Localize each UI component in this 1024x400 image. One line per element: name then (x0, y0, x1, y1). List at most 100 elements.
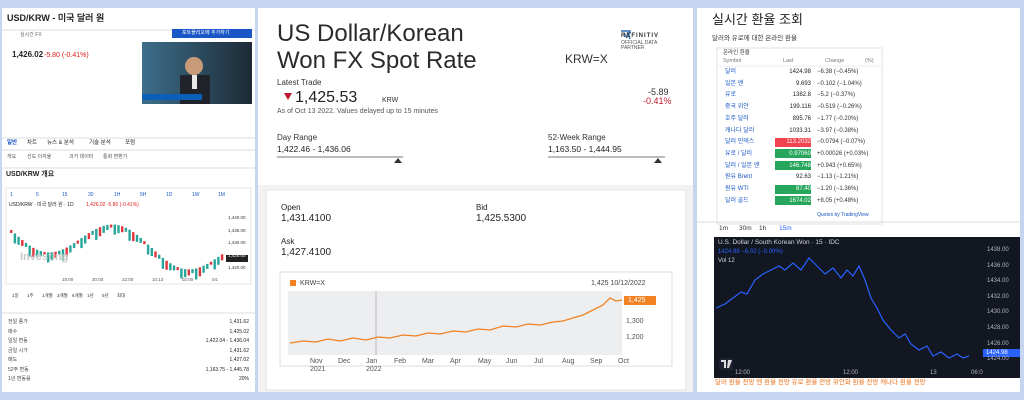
range-button[interactable]: 3개월 (57, 293, 68, 298)
ask: 1,427.4100 (281, 247, 332, 258)
label: Open (281, 203, 301, 212)
axis-label: 22:00 (122, 277, 134, 282)
range-button[interactable]: 1개월 (42, 293, 53, 298)
axis-label: 1,300 (626, 318, 644, 325)
chart-last: 1,425 10/12/2022 (591, 280, 646, 287)
column-header: Last (783, 58, 794, 64)
last-price: 1674.02 (775, 196, 811, 206)
add-button[interactable]: 포트폴리오에 추가하기 (182, 30, 230, 36)
change: −5.2 (−0.37%) (817, 92, 856, 99)
candle-decor (32, 247, 35, 257)
symbol[interactable]: 달러 인덱스 (725, 139, 755, 146)
symbol[interactable]: 달러 골드 (725, 197, 749, 204)
subtab[interactable]: 과거 데이터 (69, 154, 94, 160)
candle-decor (61, 249, 65, 261)
symbol[interactable]: 유로 (725, 92, 737, 99)
timeframe[interactable]: 1W (192, 192, 200, 198)
symbol[interactable]: 달러 / 일본 엔 (725, 162, 760, 169)
timeframe[interactable]: 1D (166, 192, 173, 198)
axis-label: Sep (590, 358, 603, 365)
symbol[interactable]: 유로 / 달러 (725, 150, 753, 157)
candle-decor (35, 249, 39, 257)
tab[interactable]: 차트 (27, 140, 38, 146)
symbol[interactable]: 일본 엔 (725, 80, 744, 87)
subtitle: 달러와 유로에 대한 온라인 환율 (712, 35, 797, 42)
range-button[interactable]: 최대 (117, 293, 126, 298)
axis-label: Oct (618, 358, 629, 365)
axis-label: 2022 (366, 366, 382, 373)
symbol[interactable]: 원유 WTI (725, 186, 749, 192)
timeframe[interactable]: 5 (36, 192, 39, 198)
candle-decor (98, 227, 102, 237)
symbol[interactable]: 원유 Brent (725, 174, 753, 181)
price-change: -5.80 (-0.41%) (44, 52, 89, 59)
range-button[interactable]: 1주 (27, 293, 34, 298)
subtab[interactable]: 통화 변환기 (103, 154, 128, 160)
axis-label: 12:00 (735, 370, 751, 376)
candle-decor (39, 251, 42, 257)
candle-decor (102, 225, 105, 233)
range-button[interactable]: 6개월 (72, 293, 83, 298)
symbol[interactable]: 호주 달러 (725, 115, 749, 122)
candle-decor (217, 256, 220, 265)
last-price: 113.2032 (775, 137, 811, 147)
timeframe[interactable]: 15 (62, 192, 68, 198)
timeframe[interactable]: 30 (88, 192, 94, 198)
candle-decor (47, 252, 50, 263)
column-header: Change (825, 58, 845, 64)
interval[interactable]: 30m (739, 225, 752, 232)
candle-decor (158, 254, 161, 259)
timeframe[interactable]: 5H (140, 192, 147, 198)
logo-sub: OFFICIAL DATA PARTNER (621, 40, 658, 51)
interval[interactable]: 15m (779, 225, 792, 232)
column-header: (%) (865, 58, 874, 64)
subtab[interactable]: 개요 (7, 154, 17, 160)
symbol[interactable]: 중국 위안 (725, 104, 749, 111)
tab[interactable]: 뉴스 & 분석 (47, 140, 74, 146)
interval[interactable]: 1m (719, 225, 729, 232)
candle-decor (91, 230, 94, 235)
axis-label: 1,420.00 (228, 265, 246, 270)
axis-label: Jan (366, 358, 378, 365)
tab[interactable]: 일반 (7, 140, 18, 146)
stat-label: 52주 변동 (8, 366, 29, 373)
axis-label: 1436.00 (987, 262, 1009, 269)
range-button[interactable]: 1일 (12, 293, 19, 298)
axis-label: 13 (930, 370, 937, 376)
range-button[interactable]: 5년 (102, 293, 109, 298)
section-title: USD/KRW 개요 (6, 171, 55, 178)
symbol[interactable]: 캐나다 달러 (725, 127, 755, 134)
candle-decor (146, 244, 150, 255)
subtab[interactable]: 선도 이자율 (27, 154, 52, 160)
last-price: 895.76 (792, 115, 811, 122)
axis-label: 1,425.00 (228, 252, 246, 258)
related-links[interactable]: 달러 환율 전망 엔 환율 전망 유로 환율 전망 위안화 환율 전망 캐나다 … (715, 379, 926, 386)
last-price: 92.63 (795, 174, 811, 181)
tab[interactable]: 기술 분석 (89, 140, 111, 146)
symbol[interactable]: 달러 (725, 69, 737, 75)
candle-decor (72, 243, 76, 249)
range-button[interactable]: 1년 (87, 293, 94, 298)
tab[interactable]: 포럼 (125, 140, 136, 146)
timeframe[interactable]: 1M (218, 192, 225, 198)
candle-decor (187, 269, 190, 276)
column-header: Symbol (723, 58, 742, 64)
timeframe[interactable]: 1H (114, 192, 121, 198)
axis-label: Apr (450, 358, 461, 365)
candle-decor (180, 268, 183, 279)
interval[interactable]: 1h (759, 225, 767, 232)
investing-panel: USD/KRW - 미국 달러 원 실시간 FX 포트폴리오에 추가하기 1,426.… (2, 8, 255, 392)
axis-label: 1424.00 (987, 356, 1009, 363)
left-decor (2, 29, 255, 314)
add-button-bg[interactable] (172, 29, 252, 38)
axis-label: Dec (338, 358, 351, 365)
axis-label: 04: (212, 277, 219, 282)
candle-decor (143, 241, 146, 245)
candle-decor (10, 230, 13, 233)
candle-decor (139, 237, 142, 243)
timeframe[interactable]: 1 (10, 192, 13, 198)
stat-value: 1,431.62 (229, 319, 249, 325)
widget-title: 온라인 환율 (723, 50, 750, 56)
right-decor (697, 47, 1020, 378)
